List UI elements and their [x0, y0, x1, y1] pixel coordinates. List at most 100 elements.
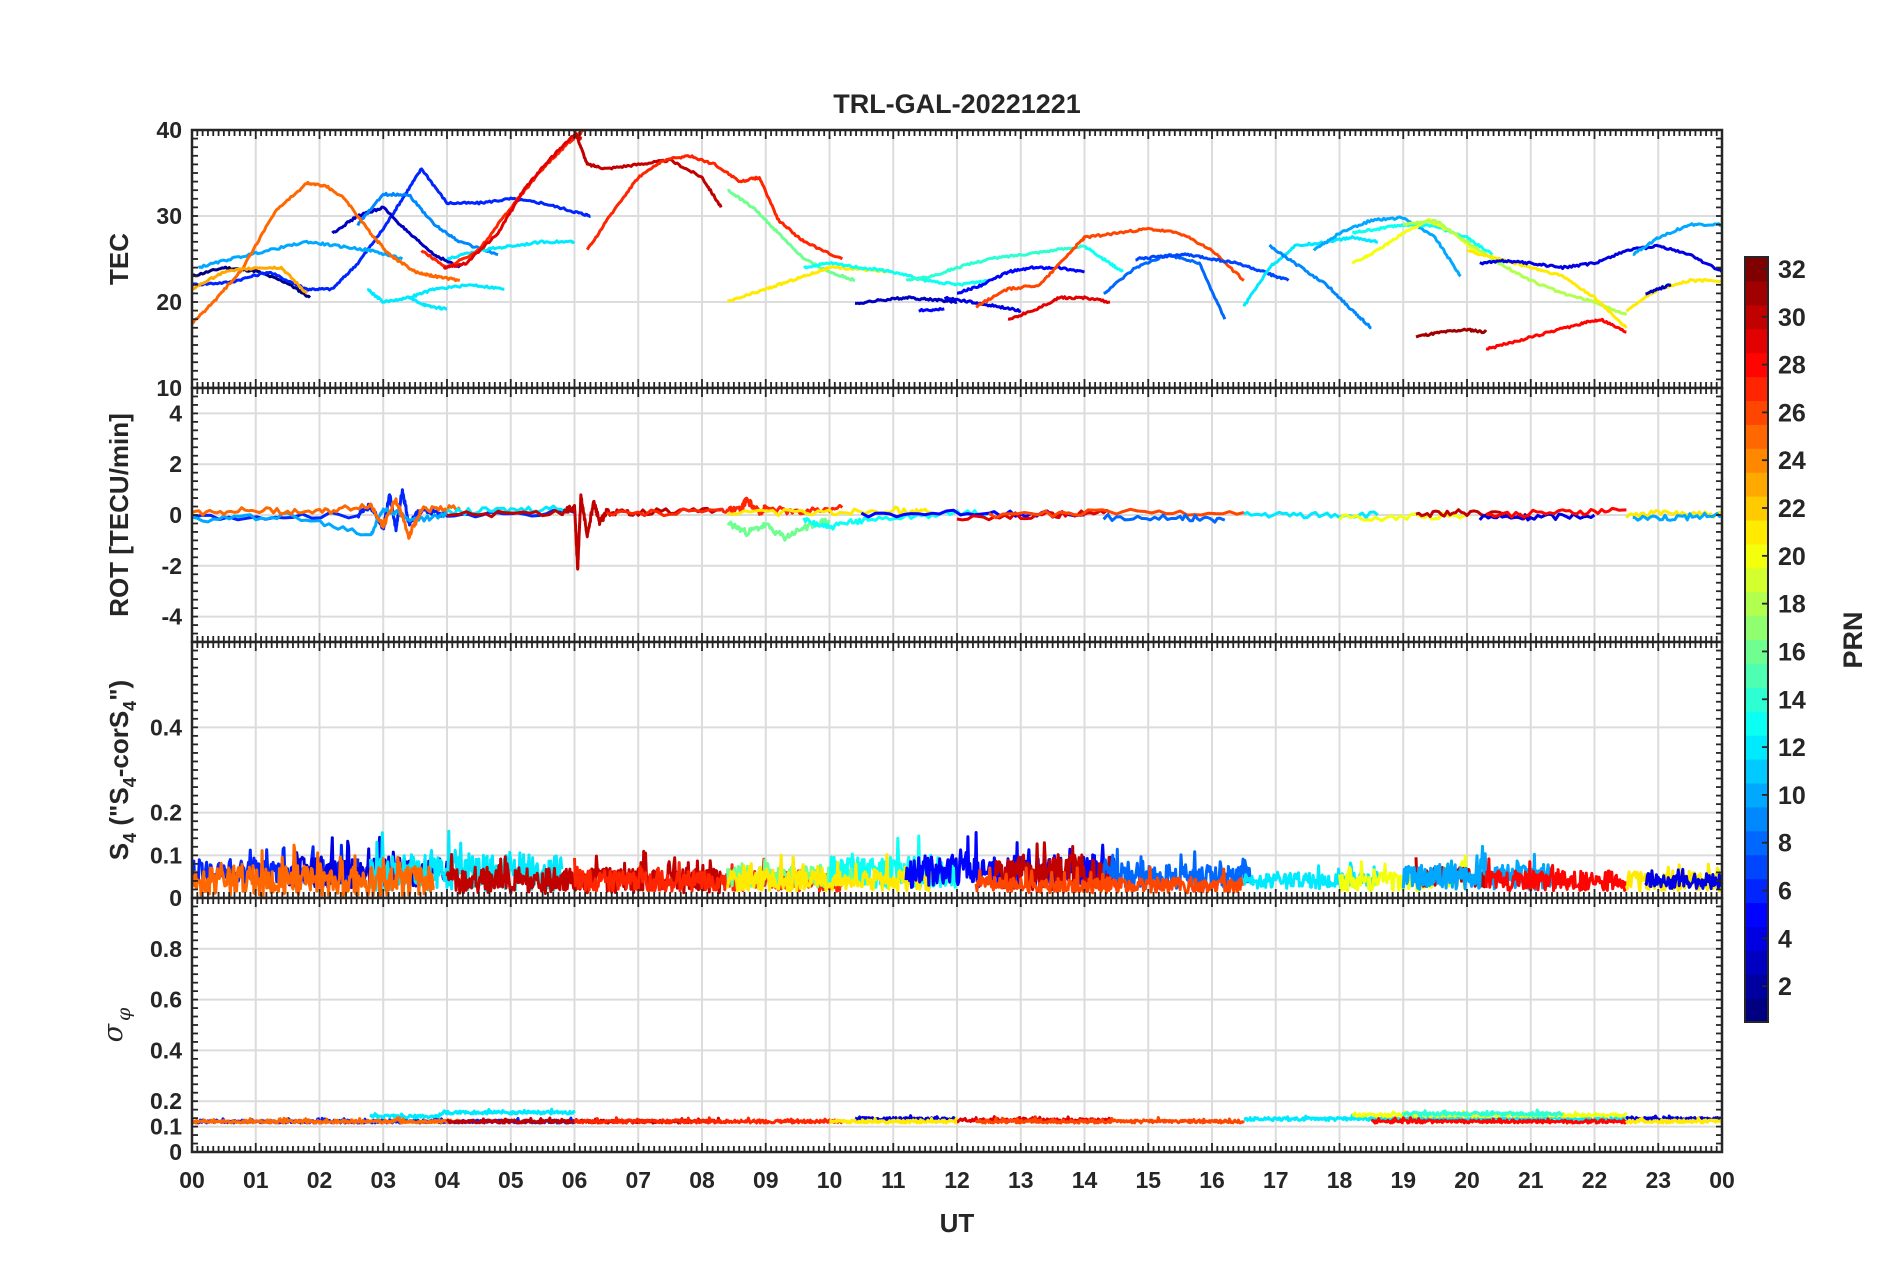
x-tick-label: 08	[689, 1167, 715, 1193]
x-tick-label: 05	[498, 1167, 524, 1193]
series-line-prn-4	[1644, 867, 1722, 891]
x-tick-label: 07	[625, 1167, 651, 1193]
y-axis-label-part: S	[104, 843, 134, 860]
colorbar-band	[1745, 519, 1768, 545]
series-line-prn-18	[1403, 218, 1628, 317]
series-line-prn-21	[828, 1117, 959, 1125]
y-tick-label: 0.1	[150, 1114, 182, 1140]
series-line-prn-28	[1370, 1116, 1628, 1125]
x-tick-label: 13	[1008, 1167, 1034, 1193]
colorbar-band	[1745, 782, 1768, 808]
series-line-prn-21	[1467, 249, 1628, 329]
y-axis-label-s4: S4 ("S4-corS4")	[104, 680, 140, 860]
ticks-rot	[191, 387, 1723, 643]
x-tick-label: 00	[179, 1167, 205, 1193]
colorbar-tick-label: 18	[1778, 591, 1806, 619]
panel-tec: 10 20 30 40	[156, 117, 1724, 401]
colorbar-band	[1745, 902, 1768, 927]
series-line-prn-26	[975, 226, 1245, 309]
series-line-prn-3	[854, 295, 958, 306]
x-tick-label: 14	[1072, 1167, 1098, 1193]
x-tick-label: 15	[1135, 1167, 1161, 1193]
colorbar-tick-label: 32	[1778, 256, 1806, 284]
y-axis-label-part: -corS	[104, 711, 134, 777]
y-tick-label: 4	[169, 400, 182, 426]
colorbar-band	[1745, 424, 1768, 449]
colorbar-band	[1745, 615, 1768, 641]
x-tick-label: 11	[881, 1167, 906, 1193]
series-group-sigma	[192, 1107, 1722, 1125]
colorbar-band	[1745, 759, 1768, 784]
y-axis-label-part: φ	[113, 1007, 135, 1021]
series-line-prn-12	[369, 1112, 443, 1120]
x-tick-label: 23	[1645, 1167, 1671, 1193]
series-line-prn-21	[727, 505, 932, 518]
y-axis-label-part: 4	[120, 777, 140, 787]
panel-sigma: 00.10.2 0.4 0.6 0.8	[150, 896, 1724, 1165]
colorbar-band	[1745, 472, 1768, 497]
colorbar-tick-label: 14	[1778, 686, 1806, 714]
series-line-prn-23	[192, 265, 308, 295]
y-tick-label: 40	[156, 117, 182, 143]
y-tick-label: 0.4	[150, 714, 182, 740]
colorbar-tick-label: 22	[1778, 495, 1806, 523]
x-tick-label: 19	[1390, 1167, 1416, 1193]
x-axis: 00 01 02 03 04 05 06 07 08 09 10 11 12 13 14 15 16 17 18 19…	[179, 1167, 1735, 1193]
series-line-prn-8	[1102, 513, 1226, 524]
series-line-prn-27	[585, 154, 844, 261]
y-tick-label: 0.2	[150, 800, 182, 826]
x-tick-label: 03	[370, 1167, 396, 1193]
series-line-prn-8	[1102, 847, 1252, 891]
x-tick-label: 18	[1327, 1167, 1353, 1193]
series-line-prn-16	[727, 188, 856, 282]
x-tick-label: 22	[1582, 1167, 1608, 1193]
colorbar-band	[1745, 854, 1768, 880]
series-line-prn-9	[356, 191, 499, 257]
colorbar-band	[1745, 304, 1768, 330]
series-line-prn-12	[439, 1107, 576, 1116]
x-tick-label: 02	[307, 1167, 333, 1193]
series-line-prn-9	[1268, 243, 1372, 330]
colorbar-band	[1745, 543, 1768, 569]
series-line-prn-26	[988, 507, 1245, 520]
y-tick-label: 0.1	[150, 842, 182, 868]
colorbar-band	[1745, 806, 1768, 832]
y-tick-label: -2	[162, 553, 182, 579]
colorbar-band	[1745, 998, 1768, 1023]
series-line-prn-30	[573, 130, 723, 208]
x-axis-label: UT	[940, 1208, 975, 1238]
y-tick-label: 10	[156, 375, 182, 401]
series-line-prn-28	[1484, 857, 1628, 893]
y-axis-label-part: 4	[120, 833, 140, 843]
series-line-prn-28	[1485, 317, 1627, 351]
series-line-prn-10	[1632, 222, 1722, 256]
y-tick-label: -4	[162, 604, 183, 630]
colorbar-band	[1745, 926, 1768, 951]
series-line-prn-25	[192, 180, 461, 325]
colorbar-band	[1745, 567, 1768, 593]
colorbar-tick-label: 20	[1778, 543, 1806, 571]
colorbar-tick-label: 10	[1778, 782, 1806, 810]
series-line-prn-4	[1479, 243, 1722, 273]
x-tick-label: 20	[1454, 1167, 1480, 1193]
series-line-prn-7	[1135, 252, 1290, 282]
y-tick-label: 0.8	[150, 936, 182, 962]
series-line-prn-12	[446, 239, 576, 261]
colorbar-band	[1745, 376, 1768, 402]
y-tick-label: 0.4	[150, 1037, 182, 1063]
panel-s4: 0 0.1 0.2 0.4	[150, 640, 1724, 911]
series-line-prn-29	[1007, 295, 1111, 321]
series-line-prn-6	[192, 167, 592, 292]
colorbar-band	[1745, 830, 1768, 856]
series-line-prn-3	[1645, 283, 1672, 296]
colorbar-tick-label: 26	[1778, 399, 1806, 427]
series-line-prn-20	[1351, 1110, 1628, 1119]
series-line-prn-21	[726, 853, 933, 893]
series-line-prn-25	[192, 497, 461, 540]
colorbar-band	[1745, 639, 1768, 665]
colorbar-band	[1745, 496, 1768, 521]
series-line-prn-12	[1243, 1113, 1628, 1122]
chart-title: TRL-GAL-20221221	[833, 89, 1081, 119]
series-group-rot	[192, 488, 1722, 571]
colorbar-tick-label: 4	[1778, 925, 1792, 953]
